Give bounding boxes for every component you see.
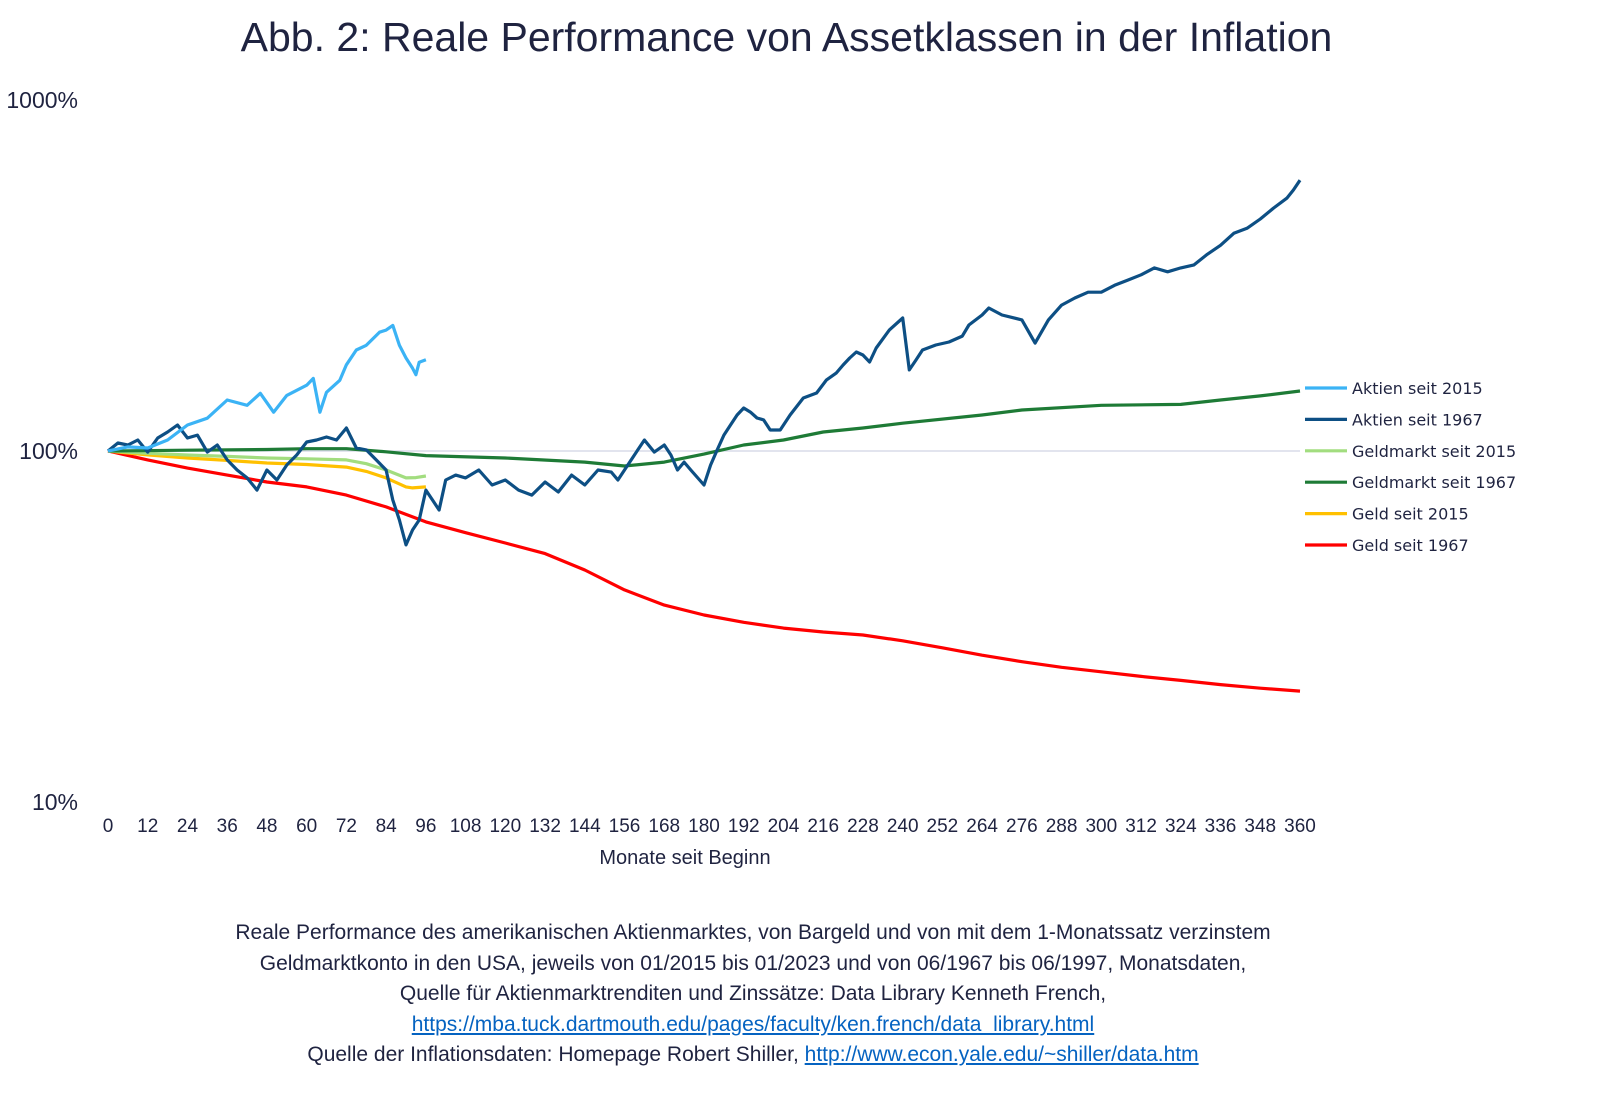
legend-label: Aktien seit 2015: [1352, 379, 1483, 398]
x-tick-label: 132: [529, 816, 561, 837]
x-tick-label: 96: [415, 816, 436, 837]
x-tick-label: 36: [217, 816, 238, 837]
caption-line-5: Quelle der Inflationsdaten: Homepage Rob…: [307, 1043, 799, 1066]
x-tick-label: 324: [1165, 816, 1197, 837]
x-tick-label: 252: [927, 816, 959, 837]
chart-title: Abb. 2: Reale Performance von Assetklass…: [240, 14, 1333, 60]
x-tick-label: 192: [728, 816, 760, 837]
legend-label: Aktien seit 1967: [1352, 410, 1483, 429]
x-tick-label: 120: [489, 816, 521, 837]
series-lines: [106, 179, 1302, 693]
series-line-geld-seit-2015: [107, 449, 427, 490]
x-tick-label: 336: [1205, 816, 1237, 837]
shiller-data-link[interactable]: http://www.econ.yale.edu/~shiller/data.h…: [804, 1043, 1199, 1066]
x-tick-label: 216: [807, 816, 839, 837]
caption: Reale Performance des amerikanischen Akt…: [0, 918, 1506, 1071]
y-tick-label: 10%: [32, 789, 78, 815]
x-tick-label: 108: [450, 816, 482, 837]
x-tick-label: 156: [609, 816, 641, 837]
x-tick-label: 24: [177, 816, 199, 837]
y-tick-label: 1000%: [6, 87, 78, 113]
caption-line-1: Reale Performance des amerikanischen Akt…: [235, 921, 1271, 944]
x-tick-label: 204: [768, 816, 800, 837]
x-tick-label: 276: [1006, 816, 1038, 837]
x-tick-label: 48: [256, 816, 277, 837]
x-tick-label: 300: [1085, 816, 1117, 837]
caption-line-2: Geldmarktkonto in den USA, jeweils von 0…: [259, 951, 1247, 975]
legend-label: Geldmarkt seit 1967: [1352, 473, 1516, 492]
legend-label: Geld seit 2015: [1352, 505, 1469, 524]
legend-label: Geld seit 1967: [1352, 536, 1469, 555]
x-tick-label: 144: [569, 816, 601, 837]
french-data-library-link[interactable]: https://mba.tuck.dartmouth.edu/pages/fac…: [411, 1012, 1095, 1036]
y-tick-label: 100%: [19, 438, 78, 464]
legend: Aktien seit 2015 Aktien seit 1967 Geldmark…: [1305, 379, 1516, 555]
x-tick-label: 288: [1046, 816, 1078, 837]
x-axis-ticks: 0 12 24 36 48 60 72 84 96 108 120 132 144 156 168 180 19…: [103, 816, 1316, 837]
series-line-geldmarkt-seit-1967: [107, 389, 1301, 468]
x-tick-label: 228: [847, 816, 879, 837]
x-tick-label: 168: [648, 816, 680, 837]
x-tick-label: 60: [296, 816, 317, 837]
x-tick-label: 84: [376, 816, 398, 837]
legend-label: Geldmarkt seit 2015: [1352, 442, 1516, 461]
x-tick-label: 360: [1284, 816, 1316, 837]
x-tick-label: 264: [966, 816, 998, 837]
y-axis-ticks: 10% 100% 1000%: [6, 87, 78, 815]
series-line-aktien-seit-1967: [106, 179, 1302, 547]
x-tick-label: 180: [688, 816, 720, 837]
x-tick-label: 348: [1244, 816, 1276, 837]
x-tick-label: 12: [137, 816, 158, 837]
x-axis-label: Monate seit Beginn: [599, 847, 771, 869]
x-tick-label: 72: [336, 816, 357, 837]
x-tick-label: 240: [887, 816, 919, 837]
caption-line-3: Quelle für Aktienmarktrenditen und Zinss…: [399, 982, 1107, 1005]
series-line-geld-seit-1967: [107, 449, 1301, 693]
x-tick-label: 0: [103, 816, 114, 837]
series-line-aktien-seit-2015: [107, 323, 427, 453]
x-tick-label: 312: [1125, 816, 1157, 837]
series-line-geldmarkt-seit-2015: [107, 449, 427, 480]
